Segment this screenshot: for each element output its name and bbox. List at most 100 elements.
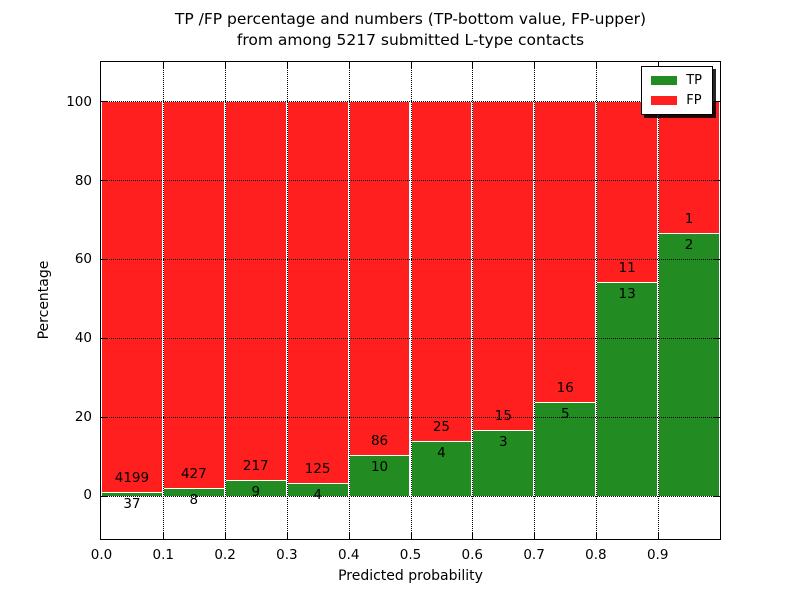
horizontal-gridline [101, 259, 720, 261]
fp-count-label: 16 [556, 379, 574, 396]
x-tick-label: 0.9 [646, 547, 669, 563]
fp-count-label: 15 [494, 407, 512, 424]
x-tick-label: 0.3 [276, 547, 298, 563]
fp-bar-segment [658, 101, 720, 233]
y-tick-label: 20 [74, 408, 92, 425]
y-tick-mark [101, 337, 107, 339]
y-tick-mark [101, 416, 107, 418]
y-tick-label: 100 [66, 93, 92, 110]
vertical-gridline [224, 62, 226, 539]
tp-bar-segment [348, 454, 411, 496]
vertical-gridline [162, 62, 164, 539]
fp-count-label: 1 [684, 210, 694, 227]
x-tick-mark [162, 533, 164, 539]
plot-area: 4199 37 427 8 217 9 125 4 86 10 25 4 15 3 16 5 11 13 1 2 TP… [100, 61, 721, 540]
x-tick-label: 0.5 [399, 547, 422, 563]
tp-bar-segment [101, 492, 163, 496]
tp-bar-segment [410, 441, 473, 496]
fp-count-label: 4199 [114, 470, 150, 487]
fp-legend-swatch [651, 96, 678, 105]
y-tick-mark [101, 259, 107, 261]
fp-bar-segment [596, 101, 659, 283]
fp-bar-segment [101, 101, 163, 493]
y-tick-mark [101, 180, 107, 182]
legend: TP FP [641, 66, 713, 115]
y-tick-label: 40 [74, 329, 92, 346]
fp-bar-segment [162, 101, 225, 489]
x-tick-label: 0.4 [337, 547, 360, 563]
horizontal-gridline [101, 180, 720, 182]
fp-count-label: 86 [370, 432, 389, 449]
y-tick-mark [714, 495, 720, 497]
horizontal-gridline [101, 337, 720, 339]
x-tick-mark [286, 62, 288, 68]
horizontal-gridline [101, 416, 720, 418]
y-tick-mark [714, 180, 720, 182]
x-tick-mark [348, 533, 350, 539]
fp-count-label: 217 [242, 457, 269, 474]
horizontal-gridline [101, 101, 720, 103]
fp-count-label: 125 [304, 461, 331, 478]
tp-count-label: 13 [618, 286, 636, 303]
x-tick-label: 0.0 [90, 547, 113, 563]
x-tick-mark [348, 62, 350, 68]
x-tick-mark [596, 533, 598, 539]
x-tick-mark [410, 62, 412, 68]
y-tick-mark [714, 101, 720, 103]
y-tick-label: 60 [74, 251, 92, 268]
fp-count-label: 25 [432, 419, 451, 436]
chart-title-line1: TP /FP percentage and numbers (TP-bottom… [174, 10, 647, 28]
fp-bar-segment [348, 101, 411, 455]
legend-item-tp: TP [651, 74, 702, 87]
vertical-gridline [348, 62, 350, 539]
fp-count-label: 427 [180, 466, 207, 483]
x-tick-label: 0.8 [585, 547, 607, 563]
x-tick-label: 0.1 [152, 547, 175, 563]
x-tick-mark [596, 62, 598, 68]
y-tick-mark [101, 495, 107, 497]
tp-bar-segment [658, 232, 720, 496]
chart-title-line2: from among 5217 submitted L-type contact… [236, 31, 585, 49]
y-tick-mark [101, 101, 107, 103]
fp-legend-label: FP [686, 93, 702, 108]
tp-count-label: 4 [437, 445, 446, 462]
tp-count-label: 5 [560, 405, 570, 422]
fp-bar-segment [224, 101, 287, 480]
tp-count-label: 37 [123, 496, 141, 513]
x-tick-mark [224, 533, 226, 539]
vertical-gridline [410, 62, 412, 539]
x-tick-mark [286, 533, 288, 539]
vertical-gridline [658, 62, 660, 539]
fp-bar-segment [286, 101, 349, 484]
y-tick-label: 80 [74, 172, 92, 189]
x-tick-mark [224, 62, 226, 68]
y-axis-label: Percentage [36, 260, 52, 340]
tp-count-label: 9 [251, 483, 261, 500]
tp-legend-label: TP [686, 73, 702, 88]
x-tick-mark [410, 533, 412, 539]
tp-count-label: 3 [499, 433, 508, 450]
fp-bar-segment [534, 101, 597, 402]
x-tick-label: 0.2 [214, 547, 236, 563]
x-tick-mark [534, 62, 536, 68]
vertical-gridline [596, 62, 598, 539]
vertical-gridline [472, 62, 474, 539]
fp-count-label: 11 [618, 260, 636, 277]
horizontal-gridline [101, 495, 720, 497]
fp-bar-segment [472, 101, 535, 430]
tp-count-label: 4 [313, 487, 322, 504]
vertical-gridline [286, 62, 288, 539]
x-tick-mark [162, 62, 164, 68]
tp-count-label: 8 [189, 492, 199, 509]
x-axis-label: Predicted probability [338, 568, 483, 584]
x-tick-mark [658, 62, 660, 68]
y-tick-mark [714, 416, 720, 418]
legend-item-fp: FP [651, 94, 702, 107]
y-tick-mark [714, 259, 720, 261]
chart-title: TP /FP percentage and numbers (TP-bottom… [100, 9, 721, 51]
fp-bar-segment [410, 101, 473, 442]
tp-bar-segment [596, 282, 659, 496]
x-tick-label: 0.6 [461, 547, 484, 563]
vertical-gridline [534, 62, 536, 539]
